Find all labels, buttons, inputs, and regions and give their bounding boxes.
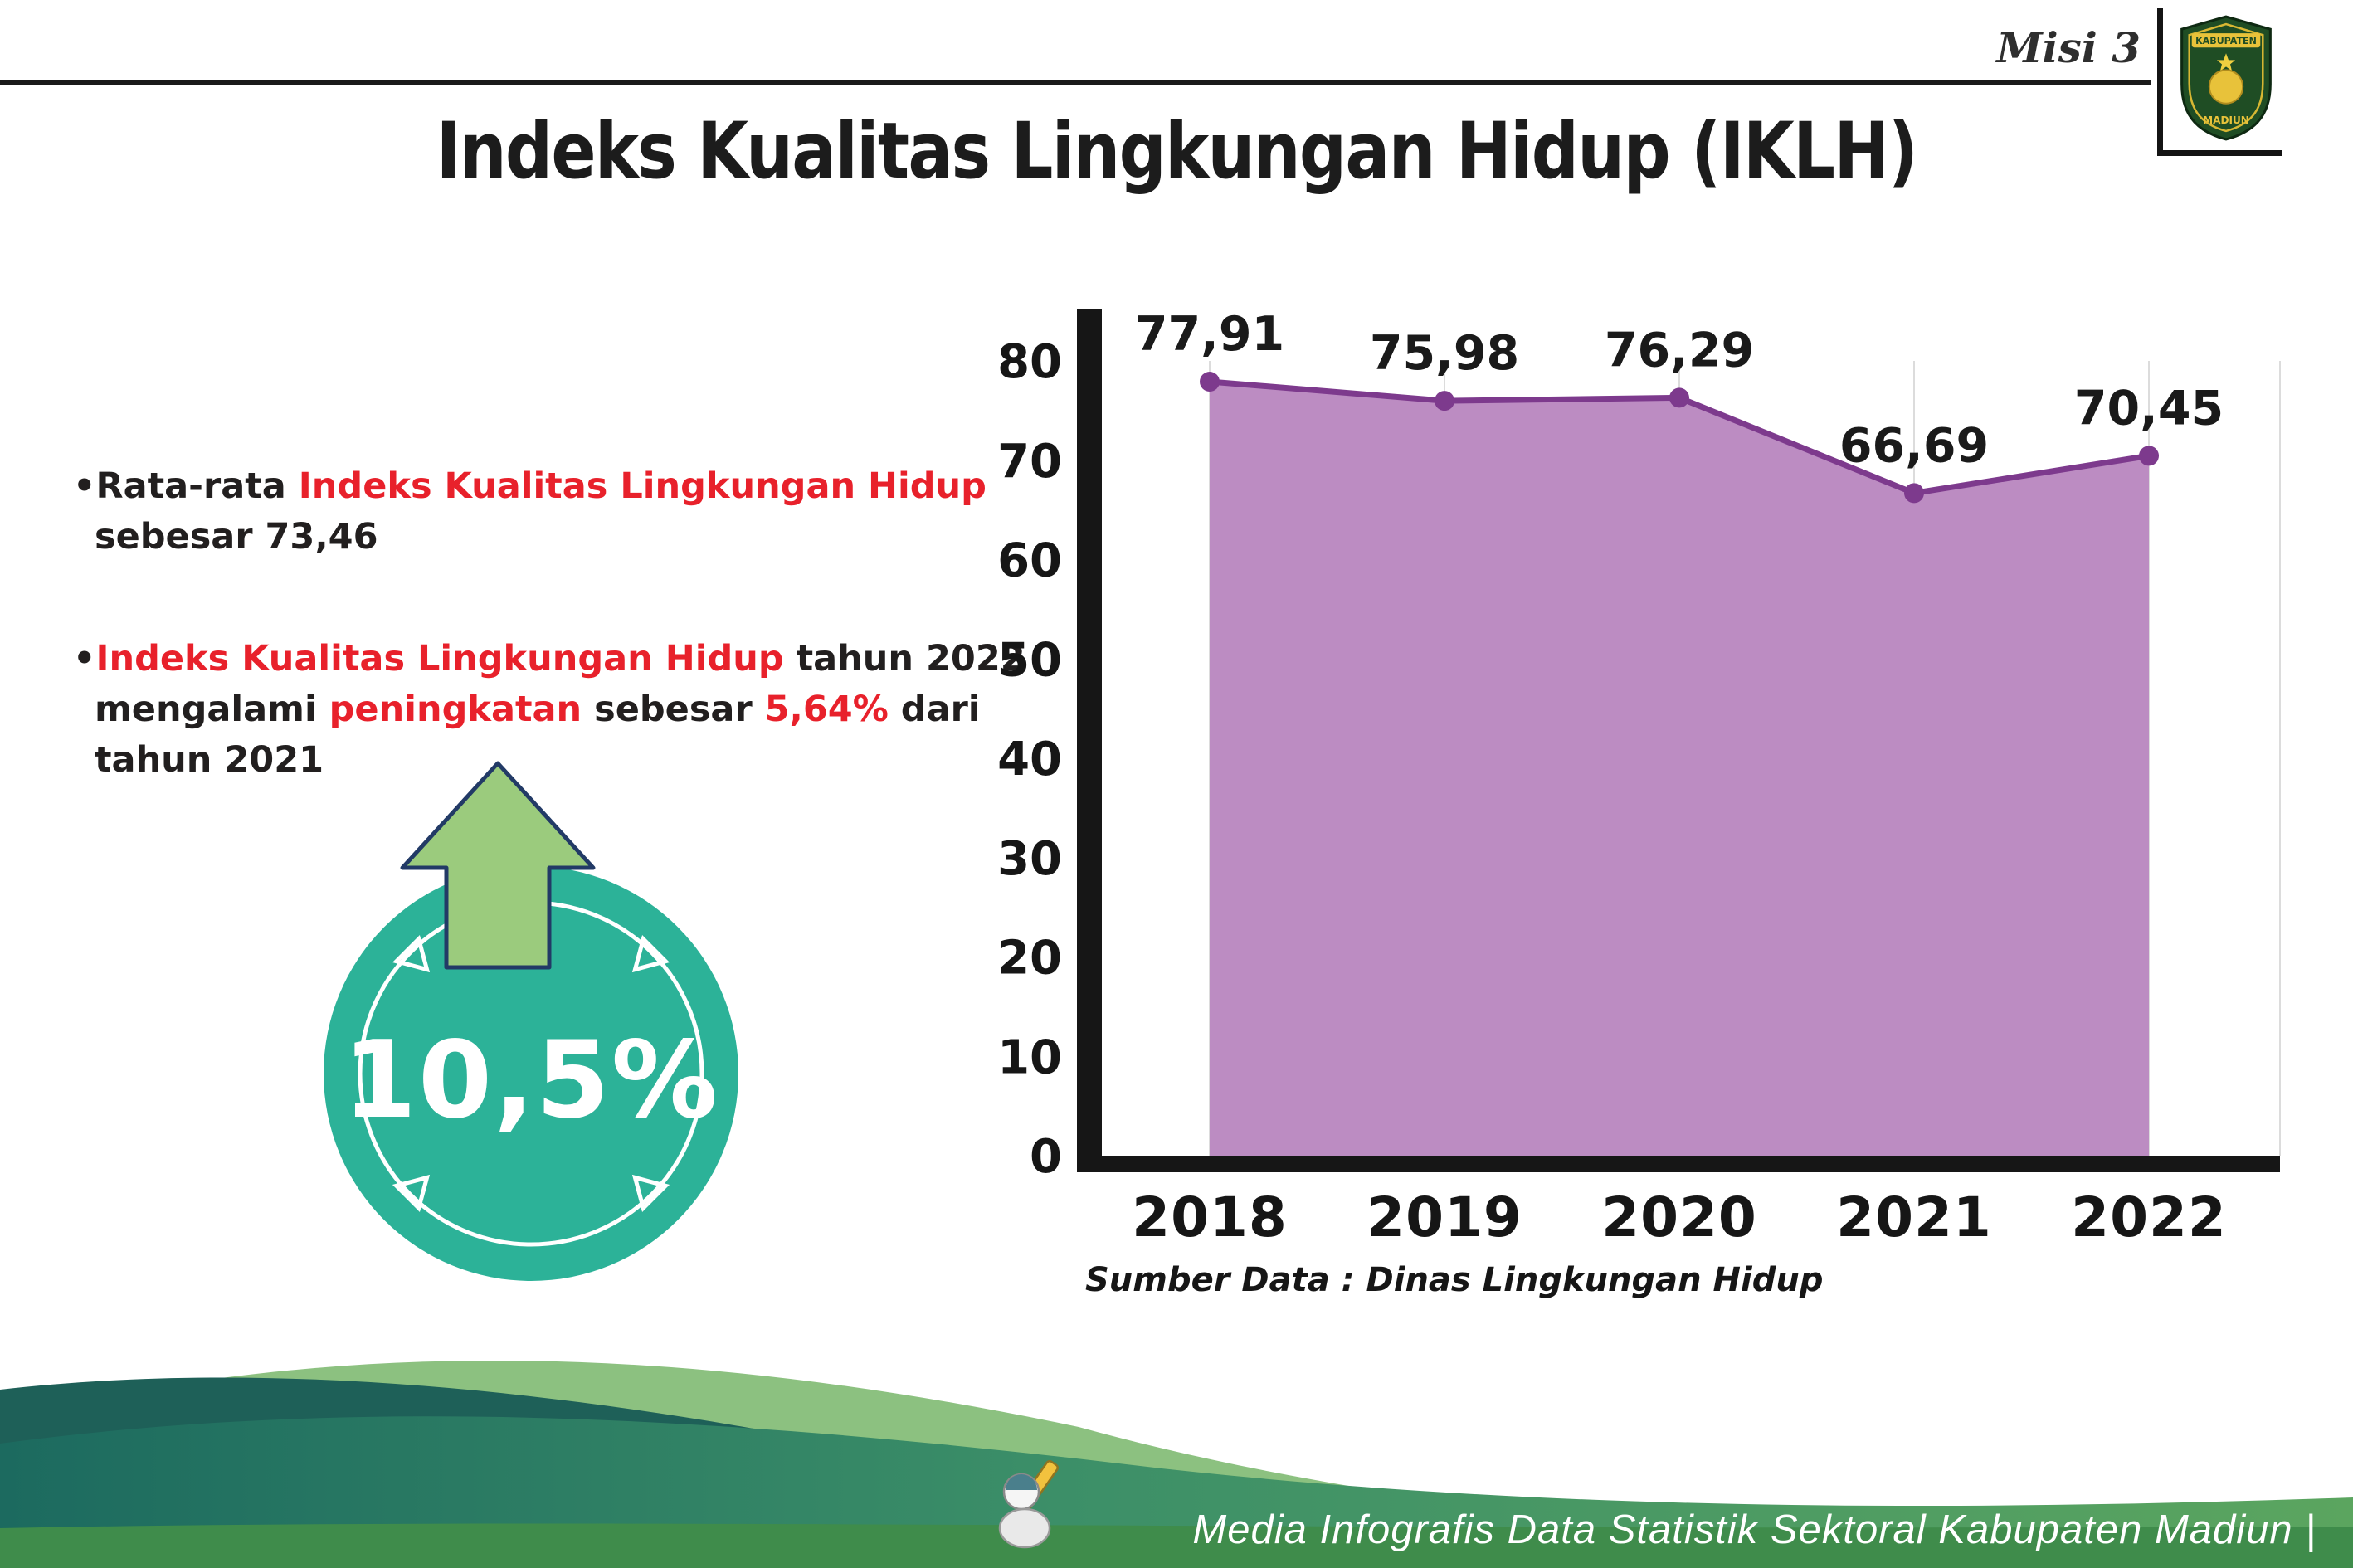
bullet-marker: • bbox=[73, 465, 96, 507]
x-axis-label: 2021 bbox=[1836, 1186, 1992, 1249]
increase-badge: 10,5% bbox=[314, 745, 748, 1289]
data-point bbox=[1904, 483, 1924, 504]
misi-label: Misi 3 bbox=[1996, 23, 2141, 72]
x-axis-label: 2018 bbox=[1132, 1186, 1288, 1249]
summary-text-block: •Rata-rata Indeks Kualitas Lingkungan Hi… bbox=[73, 461, 1044, 857]
logo-kabupaten-text: KABUPATEN bbox=[2195, 36, 2257, 46]
increase-percentage: 10,5% bbox=[342, 1019, 720, 1142]
x-axis-bar bbox=[1077, 1156, 2280, 1172]
text-segment-red: Indeks Kualitas Lingkungan Hidup bbox=[298, 465, 987, 507]
text-segment-red: Indeks Kualitas Lingkungan Hidup bbox=[95, 638, 784, 680]
point-value-label: 77,91 bbox=[1135, 307, 1284, 362]
kabupaten-madiun-logo: KABUPATEN MADIUN bbox=[2180, 15, 2272, 141]
y-tick-label: 70 bbox=[997, 435, 1062, 489]
badge-tick-triangles bbox=[392, 934, 670, 1213]
iklh-chart: 0 10 20 30 40 50 60 70 80 2018 2019 2020 2021 2022 77,… bbox=[979, 290, 2290, 1361]
iklh-area-chart: 0 10 20 30 40 50 60 70 80 2018 2019 2020 2021 2022 77,… bbox=[997, 307, 2281, 1249]
bullet-marker: • bbox=[73, 638, 96, 680]
point-value-label: 75,98 bbox=[1370, 326, 1519, 381]
text-segment-red: 5,64% bbox=[764, 689, 889, 731]
y-tick-label: 20 bbox=[997, 932, 1062, 986]
area-fill bbox=[1210, 382, 2149, 1157]
logo-shield-inner-border bbox=[2187, 22, 2264, 133]
logo-madiun-text: MADIUN bbox=[2203, 114, 2249, 126]
wave-bottom-strip bbox=[0, 1523, 2353, 1568]
y-tick-label: 60 bbox=[997, 534, 1062, 588]
data-point bbox=[2139, 446, 2159, 466]
text-segment: Rata-rata bbox=[95, 465, 299, 507]
footer-wave-decoration bbox=[0, 1360, 2353, 1568]
text-segment: sebesar bbox=[582, 689, 765, 731]
y-tick-label: 50 bbox=[997, 633, 1062, 687]
footer-credit: Media Infografis Data Statistik Sektoral… bbox=[1192, 1507, 2316, 1552]
y-tick-label: 10 bbox=[997, 1030, 1062, 1084]
mascot-cap bbox=[1006, 1474, 1037, 1490]
data-source-caption: Sumber Data : Dinas Lingkungan Hidup bbox=[1085, 1261, 1824, 1299]
page-title: Indeks Kualitas Lingkungan Hidup (IKLH) bbox=[436, 106, 1918, 197]
point-value-label: 76,29 bbox=[1605, 323, 1754, 377]
text-segment: dari tahun 2021 bbox=[95, 689, 981, 782]
logo-emblem bbox=[2208, 69, 2243, 105]
mascot-body bbox=[998, 1507, 1051, 1549]
point-value-label: 66,69 bbox=[1839, 418, 1989, 473]
text-segment: tahun 2022 mengalami bbox=[95, 638, 1025, 731]
y-tick-label: 30 bbox=[997, 832, 1062, 886]
up-arrow-icon bbox=[400, 761, 596, 970]
text-segment-red: peningkatan bbox=[329, 689, 582, 731]
y-axis-bar bbox=[1077, 309, 1102, 1172]
header-divider bbox=[0, 80, 2151, 85]
y-tick-label: 40 bbox=[997, 733, 1062, 786]
data-point bbox=[1435, 391, 1454, 411]
point-value-label: 70,45 bbox=[2074, 381, 2224, 436]
data-point bbox=[1200, 372, 1220, 392]
mascot-icon bbox=[998, 1459, 1060, 1549]
increase-badge-graphic bbox=[324, 761, 738, 1281]
bullet-average-iklh: •Rata-rata Indeks Kualitas Lingkungan Hi… bbox=[73, 461, 1044, 562]
text-segment: sebesar 73,46 bbox=[95, 516, 378, 558]
data-point bbox=[1669, 387, 1689, 408]
x-axis-label: 2020 bbox=[1601, 1186, 1757, 1249]
bullet-increase-2022: •Indeks Kualitas Lingkungan Hidup tahun … bbox=[73, 634, 1044, 786]
y-tick-label: 80 bbox=[997, 335, 1062, 389]
logo-banner bbox=[2191, 33, 2260, 48]
x-axis-label: 2019 bbox=[1366, 1186, 1522, 1249]
y-tick-label: 0 bbox=[1030, 1130, 1062, 1184]
logo-star-icon bbox=[2216, 53, 2235, 71]
logo-frame: KABUPATEN MADIUN bbox=[2157, 8, 2282, 156]
x-axis-label: 2022 bbox=[2071, 1186, 2227, 1249]
